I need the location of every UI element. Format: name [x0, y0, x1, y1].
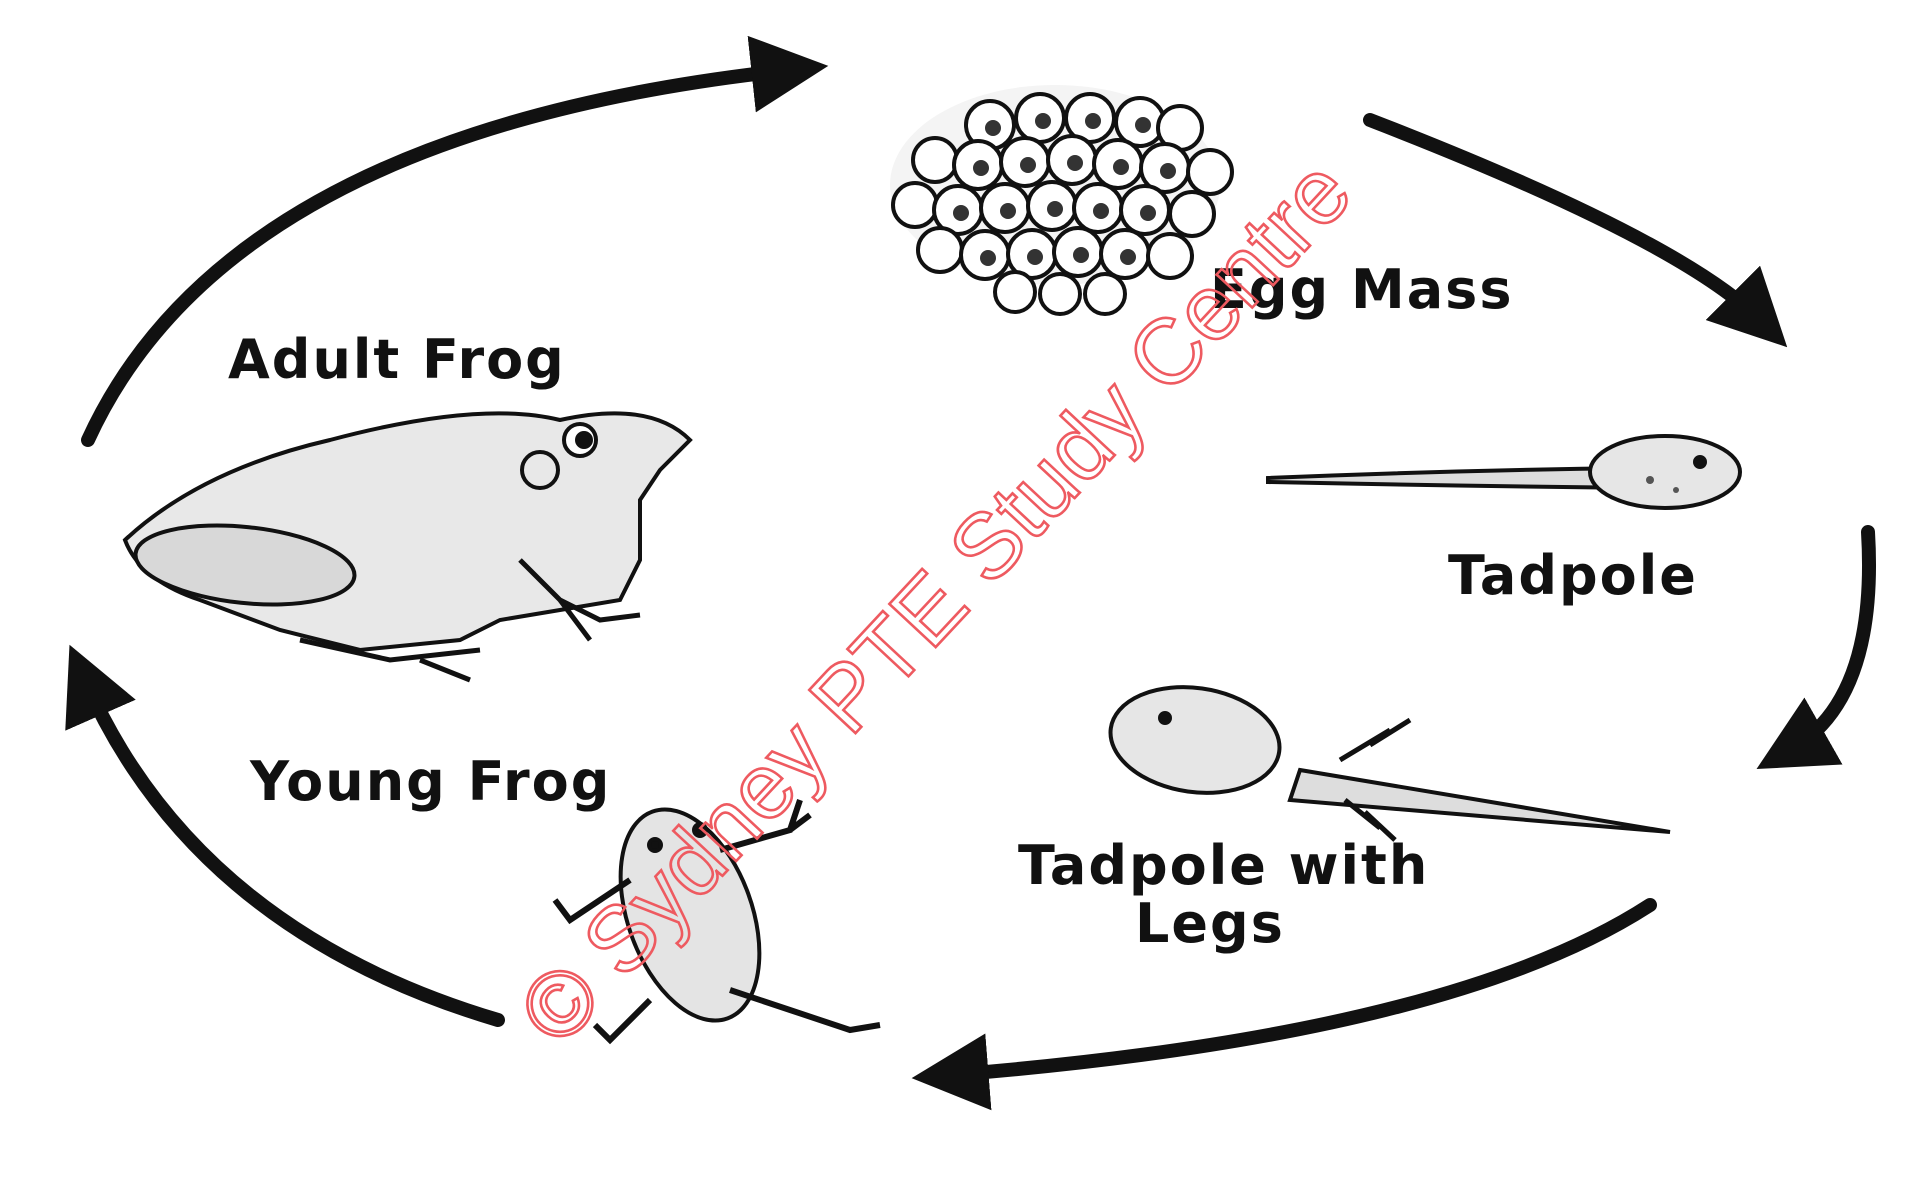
tadpole-with-legs-icon: [1108, 685, 1671, 842]
arrow-young-to-adult: [65, 644, 505, 1027]
label-tadpole-with-legs-line2: Legs: [1135, 892, 1285, 955]
arrow-legs-to-young: [911, 898, 1657, 1111]
label-tadpole: Tadpole: [1448, 544, 1698, 607]
label-egg-mass: Egg Mass: [1210, 258, 1513, 321]
adult-frog-icon: [122, 411, 693, 683]
arrow-egg-to-tadpole: [1363, 113, 1788, 348]
arrow-adult-to-egg: [81, 35, 829, 447]
egg-mass-icon: [890, 85, 1234, 316]
young-frog-icon: [552, 799, 881, 1045]
arrow-tadpole-to-legs: [1756, 525, 1876, 770]
label-tadpole-with-legs-line1: Tadpole with: [1018, 834, 1429, 897]
label-adult-frog: Adult Frog: [228, 328, 566, 391]
label-young-frog: Young Frog: [249, 750, 611, 813]
tadpole-icon: [1266, 434, 1742, 510]
